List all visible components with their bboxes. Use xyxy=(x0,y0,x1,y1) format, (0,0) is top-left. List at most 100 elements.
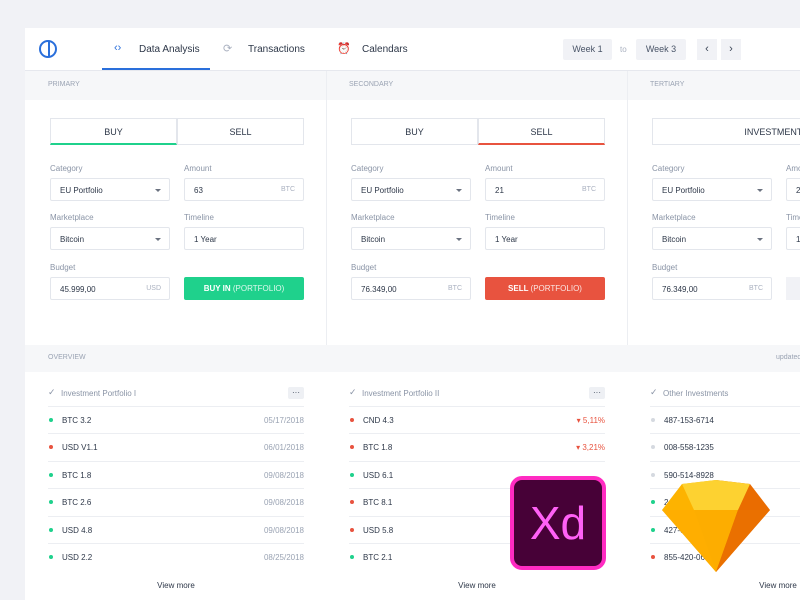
field-label: Budget xyxy=(351,263,377,272)
toggle-option[interactable]: BUY xyxy=(351,118,478,145)
view-more[interactable]: View more xyxy=(759,581,797,590)
row-value: 06/01/2018 xyxy=(263,443,304,453)
tab-icon: ‹› xyxy=(114,42,122,54)
status-dot xyxy=(651,527,655,532)
field-label: Budget xyxy=(50,263,76,272)
field-label: Amount xyxy=(485,164,513,173)
field-label: Category xyxy=(50,164,83,173)
menu-button[interactable]: ··· xyxy=(589,387,605,399)
prev-button[interactable]: ‹ xyxy=(697,39,717,60)
row-name: CND 4.3 xyxy=(363,416,394,425)
field-label: Amount xyxy=(786,164,800,173)
sketch-facet xyxy=(662,510,716,572)
dropdown-caret xyxy=(456,189,462,192)
sketch-icon xyxy=(662,480,770,572)
input-field[interactable]: Bitcoin xyxy=(652,227,772,250)
overview-label: OVERVIEW xyxy=(48,354,86,361)
status-dot xyxy=(49,472,53,477)
toggle-option[interactable]: BUY xyxy=(50,118,177,145)
action-button-placeholder[interactable] xyxy=(786,277,800,300)
row-value: 09/08/2018 xyxy=(263,470,304,480)
toggle-option[interactable]: SELL xyxy=(177,118,304,145)
status-dot xyxy=(350,555,354,559)
input-field[interactable]: 45.999,00 USD xyxy=(50,277,170,300)
row-name: BTC 8.1 xyxy=(363,498,393,508)
input-field[interactable]: EU Portfolio xyxy=(50,178,170,201)
status-dot xyxy=(49,500,53,505)
overview-band xyxy=(25,345,800,372)
input-value: EU Portfolio xyxy=(662,186,705,195)
action-button[interactable]: SELL (PORTFOLIO) xyxy=(485,277,605,300)
input-field[interactable]: 76.349,00 BTC xyxy=(652,277,772,300)
input-value: 1 Year xyxy=(796,235,800,244)
check-icon: ✓ xyxy=(650,387,658,397)
sketch-facet xyxy=(694,510,738,572)
row-name: USD V1.1 xyxy=(62,443,98,453)
status-dot xyxy=(651,445,655,450)
logo xyxy=(39,40,57,58)
row-value: ▾ 5,11% xyxy=(576,416,605,425)
action-button[interactable]: BUY IN (PORTFOLIO) xyxy=(184,277,304,300)
row-divider xyxy=(349,460,605,462)
field-label: Timeline xyxy=(485,213,515,222)
list-title: Investment Portfolio I xyxy=(61,389,137,398)
view-more[interactable]: View more xyxy=(157,581,195,590)
row-name: 487-153-6714 xyxy=(664,416,714,425)
row-divider xyxy=(48,406,304,407)
input-field[interactable]: EU Portfolio xyxy=(652,178,772,201)
row-name: BTC 3.2 xyxy=(62,416,92,425)
input-field[interactable]: 1 Year xyxy=(184,227,304,250)
list-title: Other Investments xyxy=(663,389,729,398)
status-dot xyxy=(350,500,354,505)
input-unit: BTC xyxy=(448,285,462,292)
tab[interactable]: Transactions xyxy=(248,44,305,55)
sketch-facet xyxy=(716,510,770,572)
row-divider xyxy=(48,460,304,462)
input-field[interactable]: 21 BTC xyxy=(485,178,605,201)
row-divider xyxy=(650,406,800,407)
input-field[interactable]: 21 xyxy=(786,178,800,201)
view-more[interactable]: View more xyxy=(458,581,496,590)
week-button[interactable]: Week 3 xyxy=(636,39,686,60)
row-name: BTC 2.1 xyxy=(363,553,393,562)
tab-icon: ⟳ xyxy=(223,43,233,55)
input-field[interactable]: 1 Year xyxy=(786,227,800,250)
check-icon: ✓ xyxy=(48,387,56,397)
row-divider xyxy=(650,433,800,435)
input-field[interactable]: 76.349,00 BTC xyxy=(351,277,471,300)
row-divider xyxy=(650,460,800,462)
input-value: 21 xyxy=(796,186,800,195)
input-field[interactable]: Bitcoin xyxy=(351,227,471,250)
week-button[interactable]: Week 1 xyxy=(563,39,612,60)
status-dot xyxy=(651,500,655,505)
status-dot xyxy=(49,445,53,450)
row-divider xyxy=(349,433,605,435)
input-field[interactable]: 63 BTC xyxy=(184,178,304,201)
next-button[interactable]: › xyxy=(721,39,741,60)
row-name: 427-6 xyxy=(664,525,685,535)
row-divider xyxy=(48,515,304,517)
panel-label: SECONDARY xyxy=(349,81,394,88)
row-divider xyxy=(349,406,605,407)
input-field[interactable]: Bitcoin xyxy=(50,227,170,250)
overview-note: updated xyxy=(776,354,800,361)
field-label: Category xyxy=(652,164,685,173)
row-name: USD 2.2 xyxy=(62,553,93,562)
input-value: 76.349,00 xyxy=(361,285,397,294)
logo-bar xyxy=(48,42,50,56)
row-divider xyxy=(349,515,605,517)
input-field[interactable]: EU Portfolio xyxy=(351,178,471,201)
menu-button[interactable]: ··· xyxy=(288,387,304,399)
row-value: 08/25/2018 xyxy=(263,553,304,562)
toggle-option[interactable]: INVESTMENT ID xyxy=(652,118,800,145)
toggle-option[interactable]: SELL xyxy=(478,118,605,145)
tab[interactable]: Data Analysis xyxy=(139,44,200,55)
input-value: EU Portfolio xyxy=(361,186,404,195)
range-separator: to xyxy=(620,45,627,54)
tab[interactable]: Calendars xyxy=(362,44,408,55)
row-name: USD 5.8 xyxy=(363,525,394,535)
field-label: Amount xyxy=(184,164,212,173)
input-field[interactable]: 1 Year xyxy=(485,227,605,250)
input-value: Bitcoin xyxy=(361,235,386,244)
status-dot xyxy=(350,418,354,422)
